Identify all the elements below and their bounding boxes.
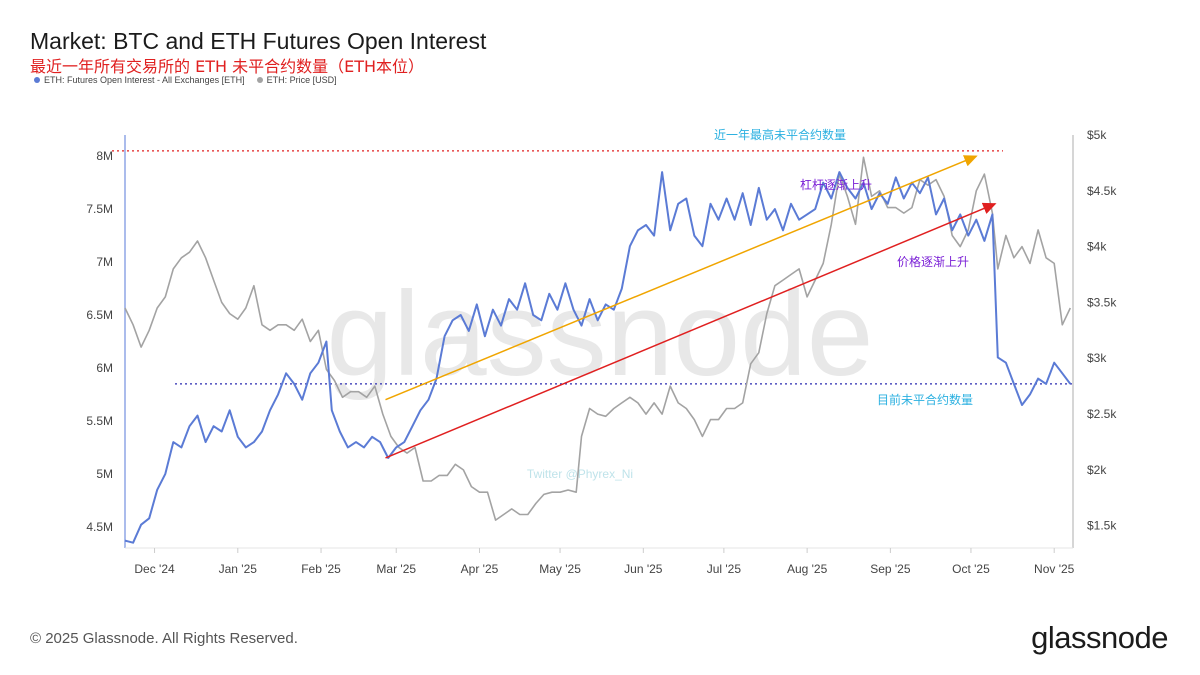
y-right-tick-label: $3.5k [1087,295,1117,309]
footer-brand-logo: glassnode [1031,620,1168,655]
reference-label-current-oi: 目前未平合约数量 [877,392,973,407]
chart-title: Market: BTC and ETH Futures Open Interes… [30,28,487,54]
y-right-tick-label: $4k [1087,240,1107,254]
x-tick-label: Nov '25 [1034,562,1075,576]
x-tick-label: Sep '25 [870,562,911,576]
x-tick-label: Jun '25 [624,562,663,576]
x-tick-label: Apr '25 [461,562,499,576]
x-tick-label: Jan '25 [219,562,258,576]
y-right-tick-label: $5k [1087,128,1107,142]
y-left-tick-label: 6.5M [86,308,113,322]
chart-legend: ETH: Futures Open Interest - All Exchang… [34,75,337,85]
legend-label-price: ETH: Price [USD] [266,75,337,85]
x-tick-label: Oct '25 [952,562,990,576]
series-line-price [124,156,1072,521]
reference-label-max-oi: 近一年最高未平合约数量 [714,127,846,142]
trend-label-leverage: 杠杆逐渐上升 [800,177,872,192]
chart-subtitle: 最近一年所有交易所的 ETH 未平合约数量（ETH本位） [30,57,425,76]
watermark: glassnode [326,267,873,401]
y-left-tick-label: 4.5M [86,520,113,534]
trend-arrow-price [385,202,997,459]
y-left-tick-label: 7.5M [86,202,113,216]
footer-copyright: © 2025 Glassnode. All Rights Reserved. [30,630,298,647]
trend-arrow-leverage [385,155,978,401]
watermark-handle: Twitter @Phyrex_Ni [527,467,633,481]
legend-item-price[interactable]: ETH: Price [USD] [256,75,337,85]
legend-dot-open-interest [34,77,40,83]
y-left-tick-label: 5M [96,467,113,481]
legend-item-open-interest[interactable]: ETH: Futures Open Interest - All Exchang… [34,75,245,85]
y-right-tick-label: $3k [1087,351,1107,365]
x-tick-label: Feb '25 [301,562,341,576]
x-tick-label: Mar '25 [376,562,416,576]
x-tick-label: Jul '25 [707,562,742,576]
y-left-tick-label: 6M [96,361,113,375]
legend-dot-price [256,77,263,83]
y-right-tick-label: $2.5k [1087,407,1117,421]
y-left-tick-label: 5.5M [86,414,113,428]
y-right-tick-label: $2k [1087,463,1107,477]
legend-label-open-interest: ETH: Futures Open Interest - All Exchang… [44,75,245,85]
y-right-tick-label: $4.5k [1087,184,1117,198]
y-left-tick-label: 7M [96,255,113,269]
x-tick-label: Dec '24 [134,562,175,576]
x-tick-label: Aug '25 [787,562,828,576]
y-left-tick-label: 8M [96,149,113,163]
series-line-open-interest [124,171,1072,544]
x-tick-label: May '25 [539,562,581,576]
y-right-tick-label: $1.5k [1087,519,1117,533]
trend-label-price: 价格逐渐上升 [897,254,969,269]
